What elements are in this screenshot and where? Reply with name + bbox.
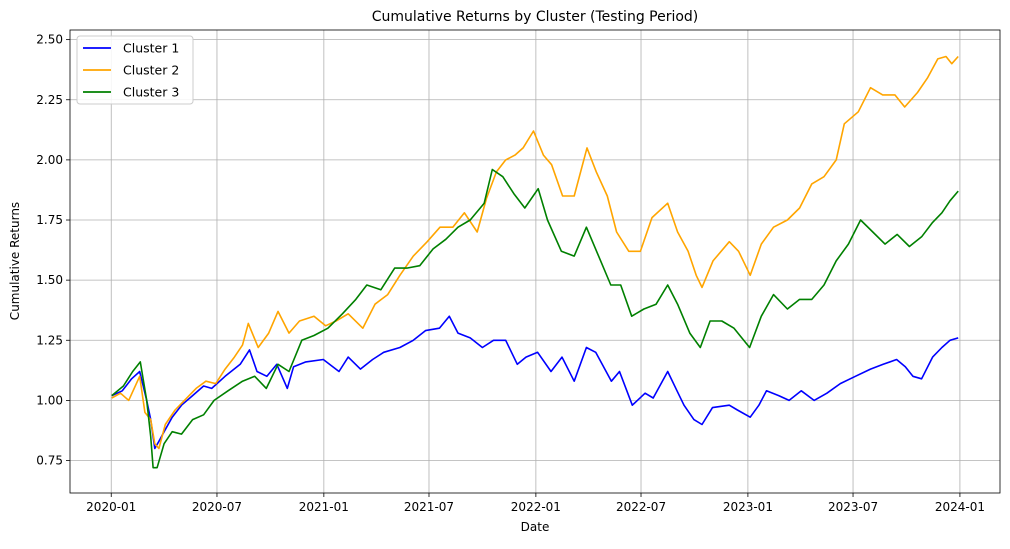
x-tick-label: 2020-07 [192, 500, 242, 514]
x-tick-label: 2020-01 [86, 500, 136, 514]
x-tick-label: 2021-07 [404, 500, 454, 514]
x-tick-label: 2023-01 [723, 500, 773, 514]
x-tick-label: 2023-07 [828, 500, 878, 514]
y-axis-ticks: 0.75 1.00 1.25 1.50 1.75 2.00 2.25 2.50 [36, 33, 70, 468]
legend-label: Cluster 2 [123, 63, 179, 78]
x-tick-label: 2024-01 [935, 500, 985, 514]
x-tick-label: 2022-07 [616, 500, 666, 514]
x-tick-label: 2021-01 [299, 500, 349, 514]
y-tick-label: 2.25 [36, 93, 63, 107]
y-tick-label: 1.25 [36, 333, 63, 347]
y-tick-label: 1.75 [36, 213, 63, 227]
series-line-cluster-1 [111, 315, 959, 450]
x-tick-label: 2022-01 [511, 500, 561, 514]
x-axis-ticks: 2020-01 2020-07 2021-01 2021-07 2022-01 2022-… [86, 493, 985, 514]
series-line-cluster-2 [111, 55, 959, 450]
y-tick-label: 1.50 [36, 273, 63, 287]
y-tick-label: 2.00 [36, 153, 63, 167]
series-lines [111, 55, 959, 469]
grid-lines [70, 30, 1000, 493]
y-axis-title: Cumulative Returns [8, 202, 22, 320]
y-tick-label: 2.50 [36, 33, 63, 47]
legend-label: Cluster 1 [123, 41, 179, 56]
legend-box [76, 35, 194, 105]
series-line-cluster-3 [111, 168, 959, 469]
legend: Cluster 1 Cluster 2 Cluster 3 [76, 35, 194, 105]
y-tick-label: 1.00 [36, 393, 63, 407]
chart-title: Cumulative Returns by Cluster (Testing P… [372, 9, 699, 25]
legend-label: Cluster 3 [123, 85, 179, 100]
y-tick-label: 0.75 [36, 454, 63, 468]
plot-frame [69, 29, 1001, 494]
x-axis-title: Date [521, 520, 550, 534]
